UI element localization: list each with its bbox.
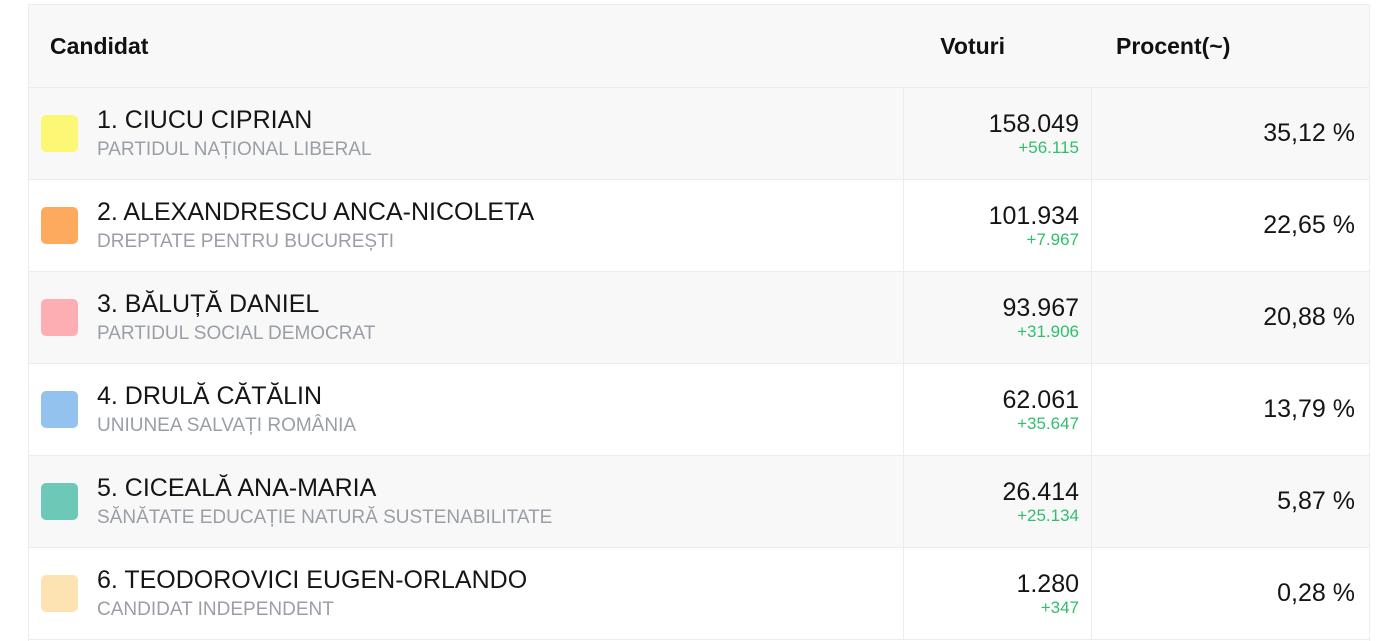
candidate-cell: 1. CIUCU CIPRIAN PARTIDUL NAȚIONAL LIBER… bbox=[29, 88, 904, 179]
percent-cell: 5,87 % bbox=[1277, 487, 1355, 515]
percent-cell: 0,28 % bbox=[1277, 579, 1355, 607]
candidate-party: PARTIDUL NAȚIONAL LIBERAL bbox=[97, 138, 372, 160]
table-row[interactable]: 3. BĂLUȚĂ DANIEL PARTIDUL SOCIAL DEMOCRA… bbox=[29, 272, 1369, 364]
table-row[interactable]: 2. ALEXANDRESCU ANCA-NICOLETA DREPTATE P… bbox=[29, 180, 1369, 272]
votes-total: 101.934 bbox=[988, 201, 1079, 230]
percent-cell: 22,65 % bbox=[1263, 211, 1355, 239]
party-color-swatch bbox=[41, 391, 78, 428]
votes-total: 62.061 bbox=[1002, 385, 1079, 414]
candidate-cell: 6. TEODOROVICI EUGEN-ORLANDO CANDIDAT IN… bbox=[29, 548, 904, 639]
table-row[interactable]: 5. CICEALĂ ANA-MARIA SĂNĂTATE EDUCAȚIE N… bbox=[29, 456, 1369, 548]
table-row[interactable]: 1. CIUCU CIPRIAN PARTIDUL NAȚIONAL LIBER… bbox=[29, 88, 1369, 180]
votes-cell: 1.280 +347 bbox=[904, 548, 1092, 639]
candidate-party: DREPTATE PENTRU BUCUREȘTI bbox=[97, 230, 394, 252]
candidate-cell: 2. ALEXANDRESCU ANCA-NICOLETA DREPTATE P… bbox=[29, 180, 904, 271]
table-body: 1. CIUCU CIPRIAN PARTIDUL NAȚIONAL LIBER… bbox=[29, 88, 1369, 640]
votes-total: 158.049 bbox=[988, 109, 1079, 138]
candidate-name: 1. CIUCU CIPRIAN bbox=[97, 105, 313, 134]
percent-cell: 13,79 % bbox=[1263, 395, 1355, 423]
votes-cell: 93.967 +31.906 bbox=[904, 272, 1092, 363]
party-color-swatch bbox=[41, 299, 78, 336]
candidate-name: 2. ALEXANDRESCU ANCA-NICOLETA bbox=[97, 197, 535, 226]
candidate-party: SĂNĂTATE EDUCAȚIE NATURĂ SUSTENABILITATE bbox=[97, 506, 553, 528]
votes-delta: +56.115 bbox=[1018, 137, 1079, 157]
votes-total: 26.414 bbox=[1002, 477, 1079, 506]
candidate-party: PARTIDUL SOCIAL DEMOCRAT bbox=[97, 322, 376, 344]
candidate-cell: 4. DRULĂ CĂTĂLIN UNIUNEA SALVAȚI ROMÂNIA bbox=[29, 364, 904, 455]
votes-delta: +35.647 bbox=[1017, 413, 1079, 433]
votes-cell: 26.414 +25.134 bbox=[904, 456, 1092, 547]
candidate-name: 3. BĂLUȚĂ DANIEL bbox=[97, 289, 320, 318]
votes-total: 1.280 bbox=[1016, 569, 1079, 598]
candidate-cell: 3. BĂLUȚĂ DANIEL PARTIDUL SOCIAL DEMOCRA… bbox=[29, 272, 904, 363]
candidate-cell: 5. CICEALĂ ANA-MARIA SĂNĂTATE EDUCAȚIE N… bbox=[29, 456, 904, 547]
party-color-swatch bbox=[41, 575, 78, 612]
votes-delta: +25.134 bbox=[1017, 505, 1079, 525]
votes-cell: 101.934 +7.967 bbox=[904, 180, 1092, 271]
candidate-party: UNIUNEA SALVAȚI ROMÂNIA bbox=[97, 414, 357, 436]
candidate-name: 5. CICEALĂ ANA-MARIA bbox=[97, 473, 377, 502]
party-color-swatch bbox=[41, 115, 78, 152]
votes-delta: +31.906 bbox=[1017, 321, 1079, 341]
candidate-name: 4. DRULĂ CĂTĂLIN bbox=[97, 381, 323, 410]
votes-cell: 158.049 +56.115 bbox=[904, 88, 1092, 179]
table-row[interactable]: 4. DRULĂ CĂTĂLIN UNIUNEA SALVAȚI ROMÂNIA… bbox=[29, 364, 1369, 456]
table-row[interactable]: 6. TEODOROVICI EUGEN-ORLANDO CANDIDAT IN… bbox=[29, 548, 1369, 640]
percent-cell: 20,88 % bbox=[1263, 303, 1355, 331]
party-color-swatch bbox=[41, 483, 78, 520]
results-table: Candidat Voturi Procent(~) 1. CIUCU CIPR… bbox=[28, 4, 1370, 641]
candidate-party: CANDIDAT INDEPENDENT bbox=[97, 598, 334, 620]
party-color-swatch bbox=[41, 207, 78, 244]
table-header: Candidat Voturi Procent(~) bbox=[29, 5, 1369, 88]
votes-delta: +347 bbox=[1040, 597, 1079, 617]
candidate-name: 6. TEODOROVICI EUGEN-ORLANDO bbox=[97, 565, 528, 594]
votes-cell: 62.061 +35.647 bbox=[904, 364, 1092, 455]
header-percent[interactable]: Procent(~) bbox=[1116, 32, 1231, 59]
header-votes[interactable]: Voturi bbox=[940, 32, 1005, 59]
votes-total: 93.967 bbox=[1002, 293, 1079, 322]
percent-cell: 35,12 % bbox=[1263, 119, 1355, 147]
header-candidate[interactable]: Candidat bbox=[50, 32, 149, 59]
votes-delta: +7.967 bbox=[1026, 229, 1079, 249]
